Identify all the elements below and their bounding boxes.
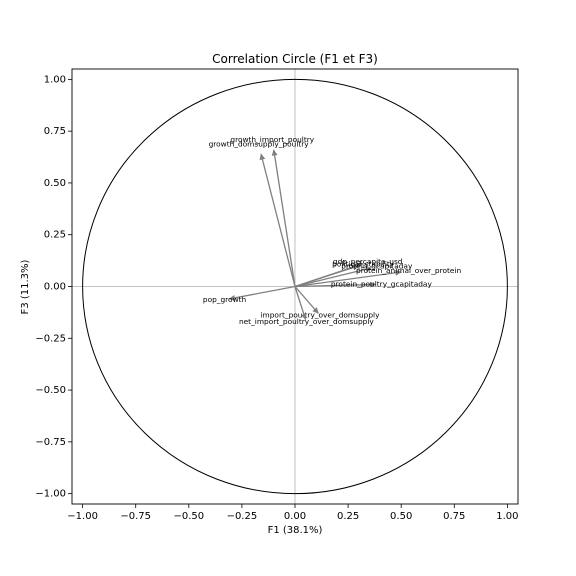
y-tick-label: −0.75 [35,437,66,448]
vector-arrow-line [294,271,402,288]
vector-arrow-head [395,269,402,276]
x-tick-label: 0.00 [284,511,306,522]
variable-label: import_poultry_over_domsupply [260,310,380,319]
y-tick-label: 0.50 [44,178,66,189]
y-tick-label: −0.50 [35,385,66,396]
variable-label: net_import_poultry_over_domsupply [239,317,374,326]
vector-arrow-line [294,267,372,288]
variable-label: protein_animal_over_protein [356,266,461,275]
y-axis-label: F3 (11.3%) [20,259,31,314]
chart-title: Correlation Circle (F1 et F3) [212,52,378,66]
variable-vector: protein_animal_over_protein [294,266,462,288]
variable-vector: protein_poultry_gcapitaday [294,279,433,288]
y-tick-label: 0.25 [44,230,66,241]
vector-arrow-line [273,149,296,287]
variable-vector: growth_import_poultry [230,135,315,287]
vector-arrow-head [352,264,360,271]
variable-vector: political_stability [294,259,395,288]
variable-label: gdp_percapita_usd [333,257,403,266]
x-tick-label: 0.25 [337,511,359,522]
y-tick-label: 1.00 [44,74,66,85]
x-tick-label: 0.50 [390,511,412,522]
variable-label: pop_growth [203,295,247,304]
x-tick-label: −0.75 [120,511,151,522]
vector-arrow-head [369,281,377,288]
variable-vector: growth_domsupply_poultry [209,140,310,287]
x-tick-label: −0.25 [227,511,258,522]
x-tick-label: 0.75 [443,511,465,522]
vector-arrow-head [271,149,278,156]
variable-label: growth_domsupply_poultry [209,140,310,149]
vector-arrow-head [365,266,373,273]
variable-label: protein_poultry_gcapitaday [331,279,433,288]
vector-arrow-line [294,265,359,288]
vector-arrow-line [294,286,307,320]
vector-arrow-head [259,153,266,161]
variable-vector: pop_growth [203,285,296,304]
vector-arrow-line [229,285,296,300]
y-tick-label: −1.00 [35,489,66,500]
variable-vector: protein_gcapitaday [294,262,413,288]
vector-arrow-line [260,153,296,287]
plot-area: growth_import_poultrygrowth_domsupply_po… [72,69,518,504]
x-axis-label: F1 (38.1%) [268,525,323,536]
variable-vector: import_poultry_over_domsupply [260,286,380,319]
x-tick-label: −1.00 [67,511,98,522]
variable-vector: net_import_poultry_over_domsupply [239,286,374,326]
x-tick-label: 1.00 [496,511,518,522]
variable-label: protein_gcapitaday [341,262,413,271]
vector-arrow-head [312,307,319,314]
y-tick-label: −0.25 [35,333,66,344]
vector-arrow-head [301,313,307,321]
y-tick-label: 0.75 [44,126,66,137]
variable-label: political_stability [332,259,395,268]
x-axis: −1.00 −0.75 −0.50 −0.25 0.00 0.25 0.50 0.75 1.00 [67,504,519,522]
y-tick-label: 0.00 [44,282,66,293]
x-tick-label: −0.50 [173,511,204,522]
unit-circle [82,78,508,495]
y-axis: −1.00 −0.75 −0.50 −0.25 0.00 0.25 0.50 0.75 1.00 [35,74,72,500]
vector-arrow-line [294,283,376,288]
vector-arrow-head [228,294,236,301]
variable-label: growth_import_poultry [230,135,314,144]
vector-arrow-line [294,286,319,314]
